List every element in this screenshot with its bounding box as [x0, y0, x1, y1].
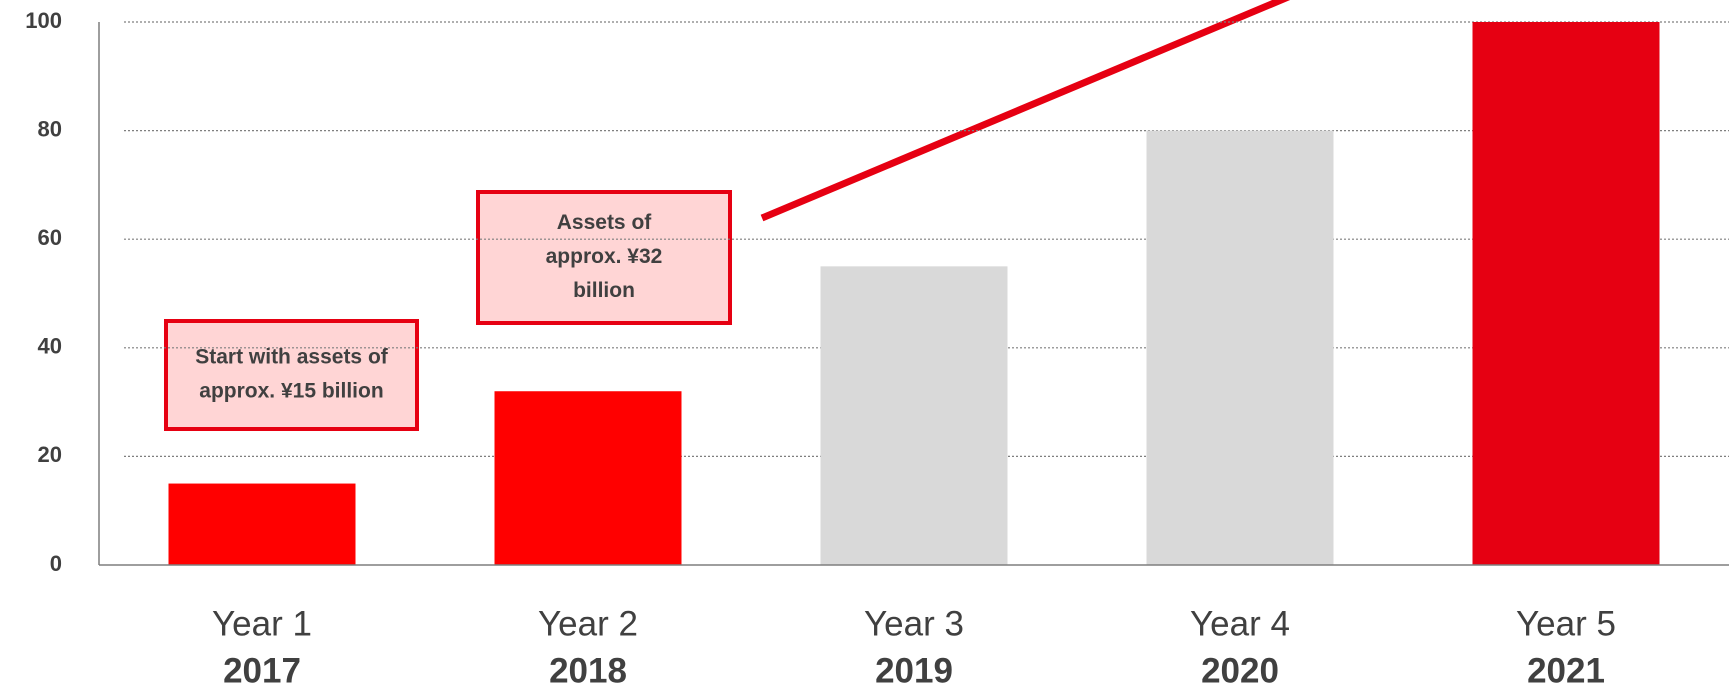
x-tick-year: 2021 — [1527, 651, 1605, 690]
annotation-text: approx. ¥32 — [546, 245, 663, 268]
y-tick-label: 20 — [38, 442, 62, 467]
bar — [1146, 130, 1334, 565]
x-tick-label: Year 4 — [1190, 604, 1290, 643]
y-tick-label: 100 — [25, 8, 62, 33]
annotation-text: approx. ¥15 billion — [199, 380, 383, 403]
y-tick-label: 40 — [38, 334, 62, 359]
x-tick-year: 2020 — [1201, 651, 1279, 690]
x-tick-label: Year 2 — [538, 604, 638, 643]
trend-arrow — [760, 0, 1291, 222]
x-tick-year: 2017 — [223, 651, 301, 690]
y-tick-label: 60 — [38, 225, 62, 250]
bar — [494, 391, 682, 565]
bar — [168, 483, 356, 565]
y-tick-label: 0 — [50, 551, 62, 576]
annotation-text: billion — [573, 279, 635, 302]
x-tick-label: Year 5 — [1516, 604, 1616, 643]
x-tick-label: Year 3 — [864, 604, 964, 643]
annotation-box — [164, 319, 419, 431]
x-tick-year: 2018 — [549, 651, 627, 690]
x-tick-label: Year 1 — [212, 604, 312, 643]
y-tick-label: 80 — [38, 116, 62, 141]
annotation-text: Start with assets of — [195, 346, 389, 369]
bar — [820, 266, 1008, 565]
annotation-box — [476, 190, 732, 325]
annotation-text: Assets of — [557, 211, 653, 234]
x-tick-year: 2019 — [875, 651, 953, 690]
bar — [1472, 22, 1660, 565]
